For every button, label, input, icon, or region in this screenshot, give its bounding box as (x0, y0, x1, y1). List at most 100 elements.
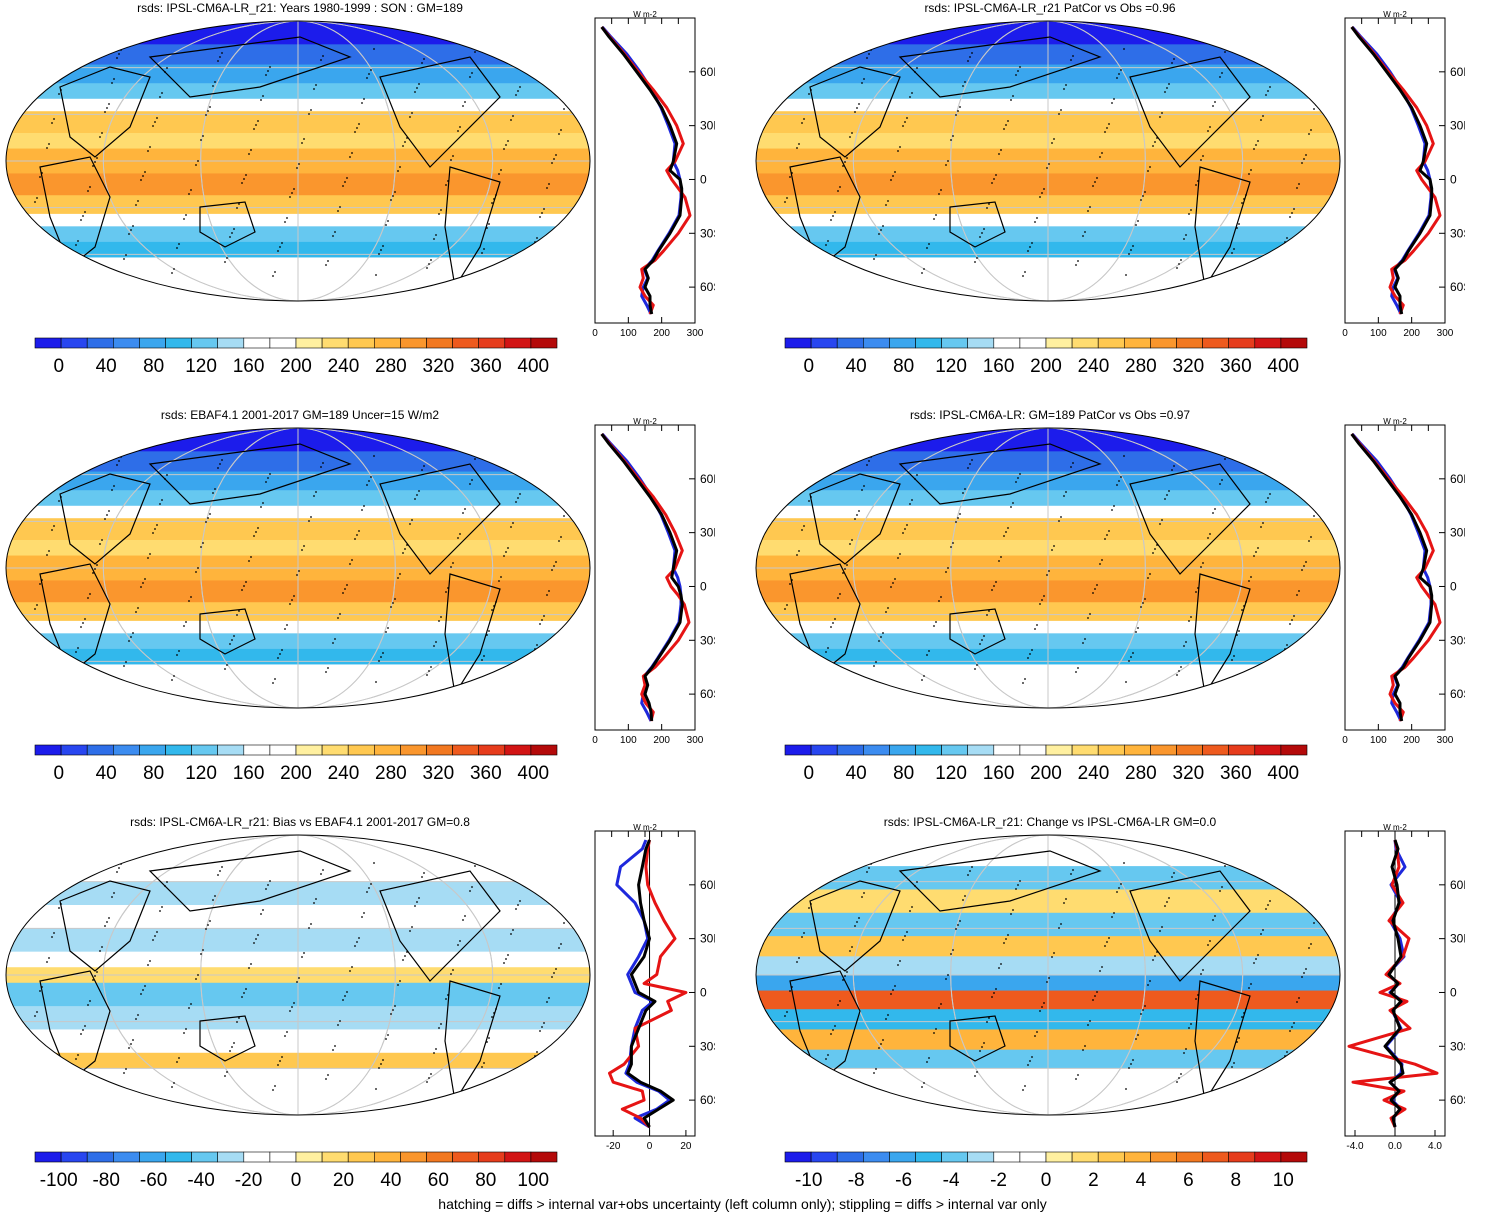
stipple-dot (476, 861, 478, 863)
stipple-dot (1164, 905, 1166, 907)
stipple-dot (471, 886, 473, 888)
graticule-meridian (200, 428, 396, 708)
stipple-dot (135, 611, 137, 613)
stipple-dot (808, 93, 810, 95)
stipple-dot (337, 617, 339, 619)
stipple-dot (1272, 879, 1274, 881)
stipple-dot (39, 990, 41, 992)
stipple-dot (243, 178, 245, 180)
colorbar-tick-label: 120 (935, 763, 967, 784)
stipple-dot (801, 936, 803, 938)
stipple-dot (284, 1035, 286, 1037)
lat-band (6, 83, 590, 100)
stipple-dot (873, 665, 875, 667)
stipple-dot (1303, 972, 1305, 974)
stipple-dot (880, 636, 882, 638)
stipple-dot (1123, 455, 1125, 457)
lat-band (6, 664, 590, 708)
world-map (755, 834, 1341, 1116)
stipple-dot (969, 870, 971, 872)
stipple-dot (243, 585, 245, 587)
stipple-dot (796, 147, 798, 149)
lat-tick-label: 60N (1450, 472, 1465, 486)
stipple-dot (440, 1023, 442, 1025)
stipple-dot (77, 647, 79, 649)
stipple-dot (1015, 888, 1017, 890)
stipple-dot (224, 668, 226, 670)
stipple-dot (1176, 1081, 1178, 1083)
stipple-dot (87, 1004, 89, 1006)
stipple-dot (962, 899, 964, 901)
stipple-dot (839, 1000, 841, 1002)
stipple-dot (447, 994, 449, 996)
stipple-dot (96, 564, 98, 566)
stipple-dot (89, 1000, 91, 1002)
colorbar-swatch (1097, 1151, 1125, 1163)
stipple-dot (851, 946, 853, 948)
stipple-dot (178, 1057, 180, 1059)
stipple-dot (512, 522, 514, 524)
stipple-dot (1051, 549, 1053, 551)
stipple-dot (488, 1037, 490, 1039)
stipple-dot (998, 560, 1000, 562)
stipple-dot (125, 254, 127, 256)
stipple-dot (1293, 1022, 1295, 1024)
stipple-dot (875, 661, 877, 663)
colorbar-swatch (993, 744, 1021, 756)
stipple-dot (94, 161, 96, 163)
stipple-dot (137, 200, 139, 202)
stipple-dot (205, 114, 207, 116)
stipple-dot (1241, 1016, 1243, 1018)
stipple-dot (1200, 566, 1202, 568)
stipple-dot (279, 246, 281, 248)
stipple-dot (1149, 573, 1151, 575)
colorbar-tick-label: 0 (803, 763, 814, 784)
stipple-dot (1135, 631, 1137, 633)
colorbar-tick-label: 40 (846, 763, 867, 784)
stipple-dot (983, 1042, 985, 1044)
stipple-dot (308, 520, 310, 522)
stipple-dot (279, 1060, 281, 1062)
stipple-dot (505, 144, 507, 146)
stipple-dot (402, 145, 404, 147)
stipple-dot (851, 132, 853, 134)
stipple-dot (507, 140, 509, 142)
stipple-dot (507, 547, 509, 549)
stipple-dot (1291, 212, 1293, 214)
stipple-dot (1214, 508, 1216, 510)
colorbar-tick-label: 320 (423, 356, 455, 377)
stipple-dot (1104, 538, 1106, 540)
stipple-dot (866, 57, 868, 59)
stipple-dot (1322, 482, 1324, 484)
stipple-dot (832, 1029, 834, 1031)
lat-band (6, 1006, 590, 1030)
stipple-dot (418, 83, 420, 85)
stipple-dot (1087, 1024, 1089, 1026)
stipple-dot (1226, 861, 1228, 863)
stipple-dot (58, 93, 60, 95)
stipple-dot (791, 579, 793, 581)
stipple-dot (72, 1079, 74, 1081)
stipple-dot (988, 1017, 990, 1019)
stipple-dot (433, 645, 435, 647)
stipple-dot (1185, 1048, 1187, 1050)
stipple-dot (327, 1074, 329, 1076)
stipple-dot (361, 102, 363, 104)
stipple-dot (406, 544, 408, 546)
stipple-dot (950, 139, 952, 141)
stipple-dot (1176, 674, 1178, 676)
stipple-dot (123, 258, 125, 260)
stipple-dot (267, 477, 269, 479)
stipple-dot (1140, 199, 1142, 201)
stipple-dot (1221, 479, 1223, 481)
stipple-dot (921, 679, 923, 681)
stipple-dot (1123, 862, 1125, 864)
stipple-dot (257, 527, 259, 529)
stipple-dot (255, 124, 257, 126)
stipple-dot (495, 601, 497, 603)
stipple-dot (842, 165, 844, 167)
stipple-dot (104, 111, 106, 113)
stipple-dot (428, 670, 430, 672)
lat-tick-label: 60N (1450, 65, 1465, 79)
stipple-dot (337, 1024, 339, 1026)
